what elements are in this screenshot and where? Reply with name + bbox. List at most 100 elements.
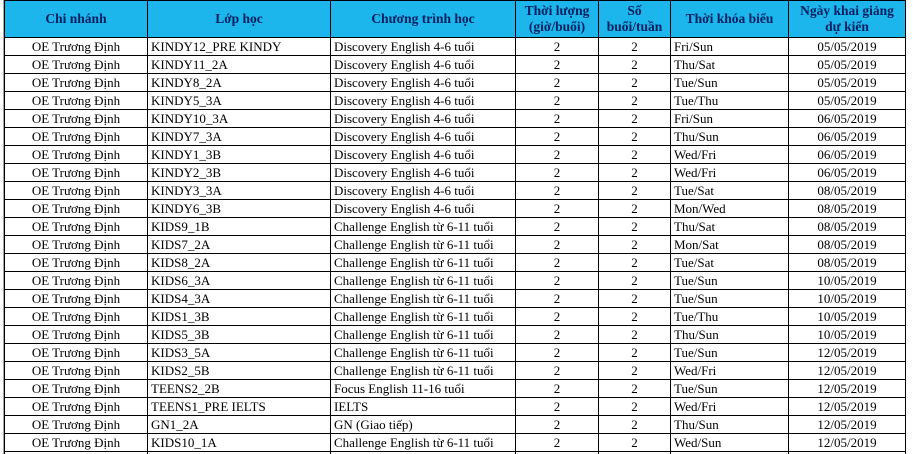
cell-duration[interactable]: 2	[515, 343, 599, 362]
cell-start_date[interactable]: 12/05/2019	[788, 343, 906, 362]
cell-program[interactable]: IELTS	[330, 397, 516, 416]
cell-branch[interactable]: OE Trương Định	[4, 145, 148, 164]
cell-schedule[interactable]: Tue/Sun	[670, 343, 789, 362]
cell-branch[interactable]: OE Trương Định	[4, 163, 148, 182]
cell-sessions[interactable]: 2	[598, 433, 671, 452]
cell-branch[interactable]: OE Trương Định	[4, 433, 148, 452]
cell-branch[interactable]: OE Trương Định	[4, 199, 148, 218]
cell-program[interactable]: Challenge English từ 6-11 tuổi	[330, 217, 516, 236]
cell-class_name[interactable]: KIDS7_2A	[147, 235, 331, 254]
cell-program[interactable]: Challenge English từ 6-11 tuổi	[330, 289, 516, 308]
cell-start_date[interactable]: 05/05/2019	[788, 37, 906, 56]
cell-sessions[interactable]: 2	[598, 343, 671, 362]
cell-sessions[interactable]: 2	[598, 37, 671, 56]
cell-program[interactable]: Challenge English từ 6-11 tuổi	[330, 307, 516, 326]
cell-sessions[interactable]: 2	[598, 271, 671, 290]
cell-schedule[interactable]: Tue/Sat	[670, 253, 789, 272]
cell-class_name[interactable]: GN1_2A	[147, 415, 331, 434]
cell-start_date[interactable]: 12/05/2019	[788, 397, 906, 416]
column-header-schedule[interactable]: Thời khóa biểu	[670, 0, 789, 38]
cell-program[interactable]: Discovery English 4-6 tuổi	[330, 181, 516, 200]
cell-duration[interactable]: 2	[515, 361, 599, 380]
cell-sessions[interactable]: 2	[598, 235, 671, 254]
cell-schedule[interactable]: Fri/Sun	[670, 37, 789, 56]
cell-program[interactable]: Discovery English 4-6 tuổi	[330, 55, 516, 74]
cell-schedule[interactable]: Tue/Sun	[670, 289, 789, 308]
cell-sessions[interactable]: 2	[598, 55, 671, 74]
cell-duration[interactable]: 2	[515, 55, 599, 74]
cell-sessions[interactable]: 2	[598, 145, 671, 164]
cell-start_date[interactable]: 12/05/2019	[788, 415, 906, 434]
cell-branch[interactable]: OE Trương Định	[4, 343, 148, 362]
cell-class_name[interactable]: KINDY10_3A	[147, 109, 331, 128]
cell-schedule[interactable]: Tue/Thu	[670, 91, 789, 110]
cell-duration[interactable]: 2	[515, 397, 599, 416]
cell-branch[interactable]: OE Trương Định	[4, 379, 148, 398]
cell-duration[interactable]: 2	[515, 433, 599, 452]
cell-duration[interactable]: 2	[515, 109, 599, 128]
cell-class_name[interactable]: KINDY1_3B	[147, 145, 331, 164]
cell-sessions[interactable]: 2	[598, 307, 671, 326]
cell-duration[interactable]: 2	[515, 415, 599, 434]
cell-program[interactable]: Focus English 11-16 tuổi	[330, 379, 516, 398]
cell-program[interactable]: Discovery English 4-6 tuổi	[330, 91, 516, 110]
cell-duration[interactable]: 2	[515, 289, 599, 308]
cell-start_date[interactable]: 10/05/2019	[788, 325, 906, 344]
cell-schedule[interactable]: Wed/Fri	[670, 397, 789, 416]
cell-program[interactable]: Challenge English từ 6-11 tuổi	[330, 325, 516, 344]
cell-branch[interactable]: OE Trương Định	[4, 73, 148, 92]
cell-schedule[interactable]: Thu/Sun	[670, 415, 789, 434]
cell-program[interactable]: Discovery English 4-6 tuổi	[330, 163, 516, 182]
cell-class_name[interactable]: KINDY7_3A	[147, 127, 331, 146]
cell-duration[interactable]: 2	[515, 271, 599, 290]
cell-class_name[interactable]: KINDY3_3A	[147, 181, 331, 200]
cell-start_date[interactable]: 08/05/2019	[788, 199, 906, 218]
cell-schedule[interactable]: Wed/Fri	[670, 361, 789, 380]
cell-branch[interactable]: OE Trương Định	[4, 55, 148, 74]
cell-program[interactable]: GN (Giao tiếp)	[330, 415, 516, 434]
cell-sessions[interactable]: 2	[598, 289, 671, 308]
cell-class_name[interactable]: KINDY8_2A	[147, 73, 331, 92]
cell-duration[interactable]: 2	[515, 325, 599, 344]
cell-start_date[interactable]: 08/05/2019	[788, 217, 906, 236]
cell-class_name[interactable]: KIDS9_1B	[147, 217, 331, 236]
cell-duration[interactable]: 2	[515, 163, 599, 182]
cell-start_date[interactable]: 05/05/2019	[788, 73, 906, 92]
cell-start_date[interactable]: 08/05/2019	[788, 253, 906, 272]
cell-sessions[interactable]: 2	[598, 163, 671, 182]
cell-program[interactable]: Discovery English 4-6 tuổi	[330, 37, 516, 56]
column-header-sessions[interactable]: Số buổi/tuần	[598, 0, 671, 38]
column-header-branch[interactable]: Chi nhánh	[4, 0, 148, 38]
cell-start_date[interactable]: 05/05/2019	[788, 91, 906, 110]
cell-class_name[interactable]: KIDS2_5B	[147, 361, 331, 380]
cell-class_name[interactable]: KIDS1_3B	[147, 307, 331, 326]
cell-start_date[interactable]: 10/05/2019	[788, 307, 906, 326]
cell-branch[interactable]: OE Trương Định	[4, 235, 148, 254]
cell-program[interactable]: Discovery English 4-6 tuổi	[330, 73, 516, 92]
cell-class_name[interactable]: KIDS4_3A	[147, 289, 331, 308]
cell-schedule[interactable]: Thu/Sat	[670, 55, 789, 74]
cell-sessions[interactable]: 2	[598, 127, 671, 146]
cell-branch[interactable]: OE Trương Định	[4, 325, 148, 344]
cell-schedule[interactable]: Tue/Sat	[670, 181, 789, 200]
cell-program[interactable]: Challenge English từ 6-11 tuổi	[330, 253, 516, 272]
cell-start_date[interactable]: 08/05/2019	[788, 181, 906, 200]
cell-start_date[interactable]: 06/05/2019	[788, 163, 906, 182]
cell-branch[interactable]: OE Trương Định	[4, 127, 148, 146]
cell-branch[interactable]: OE Trương Định	[4, 307, 148, 326]
cell-schedule[interactable]: Thu/Sat	[670, 217, 789, 236]
cell-branch[interactable]: OE Trương Định	[4, 253, 148, 272]
cell-schedule[interactable]: Tue/Sun	[670, 379, 789, 398]
cell-branch[interactable]: OE Trương Định	[4, 271, 148, 290]
cell-program[interactable]: Discovery English 4-6 tuổi	[330, 127, 516, 146]
cell-branch[interactable]: OE Trương Định	[4, 109, 148, 128]
cell-sessions[interactable]: 2	[598, 325, 671, 344]
cell-program[interactable]: Challenge English từ 6-11 tuổi	[330, 433, 516, 452]
cell-start_date[interactable]: 12/05/2019	[788, 361, 906, 380]
cell-program[interactable]: Challenge English từ 6-11 tuổi	[330, 235, 516, 254]
cell-sessions[interactable]: 2	[598, 73, 671, 92]
cell-branch[interactable]: OE Trương Định	[4, 361, 148, 380]
cell-sessions[interactable]: 2	[598, 253, 671, 272]
cell-class_name[interactable]: TEENS2_2B	[147, 379, 331, 398]
cell-schedule[interactable]: Fri/Sun	[670, 109, 789, 128]
